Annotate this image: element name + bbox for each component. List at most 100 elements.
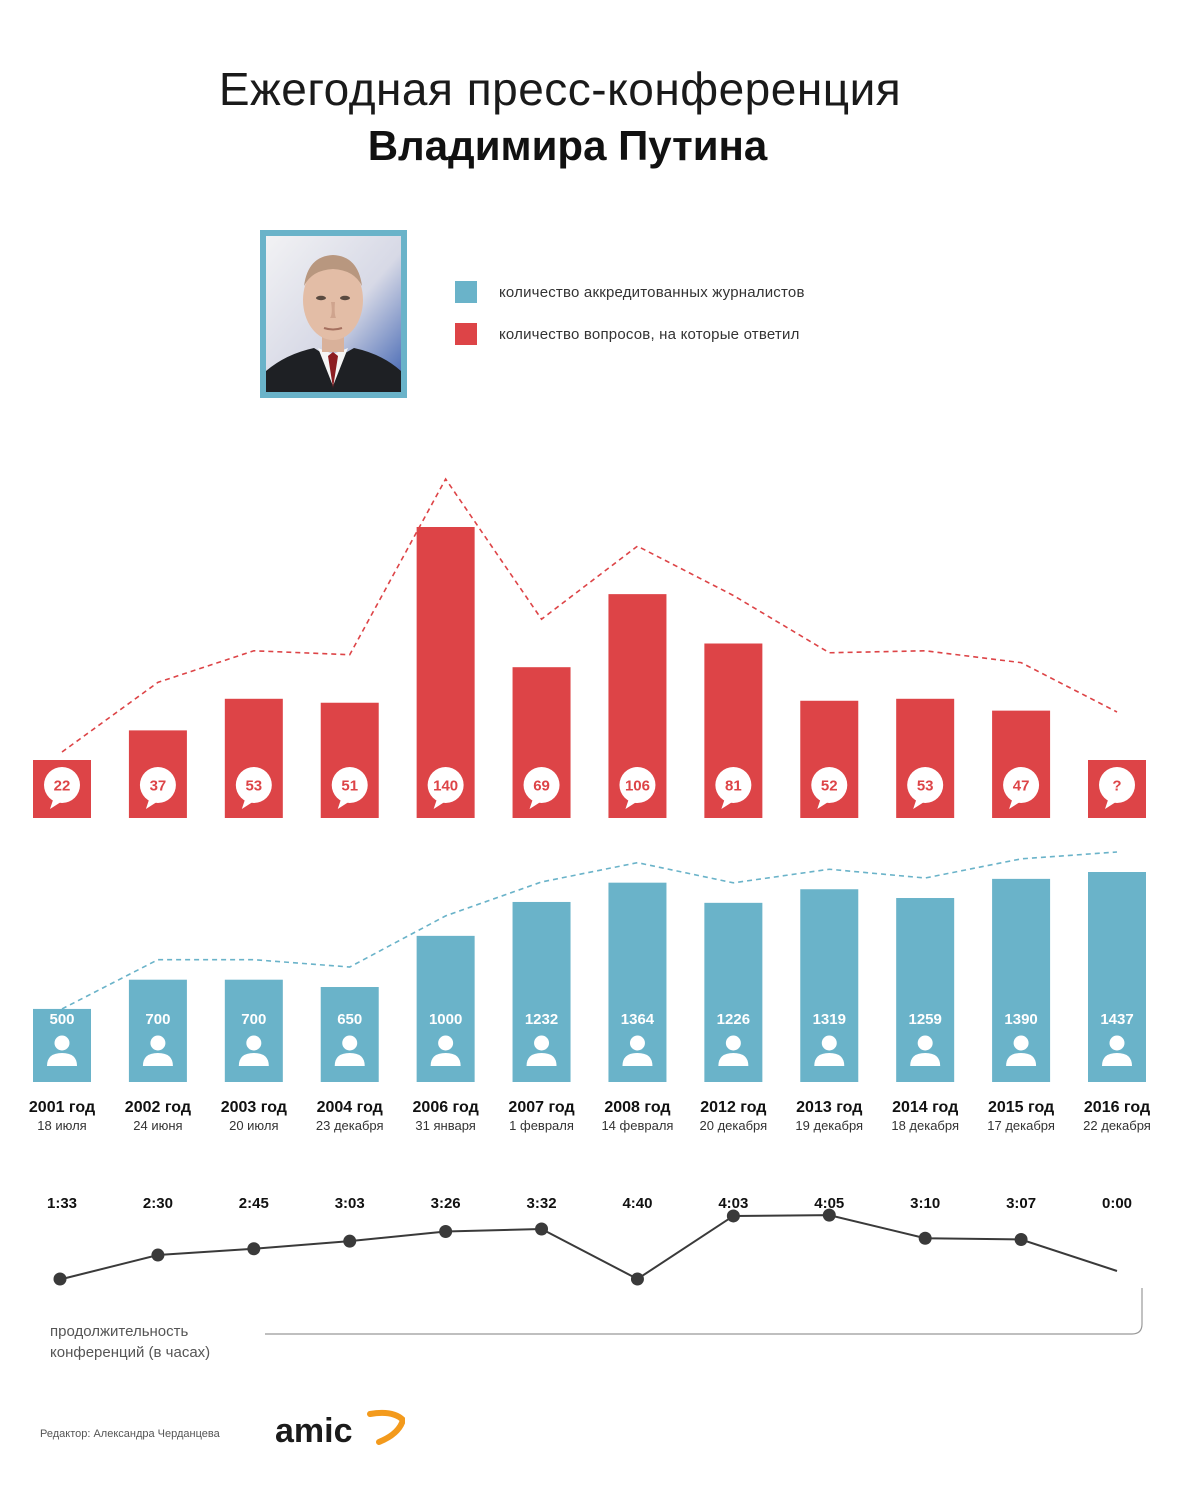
person-icon (54, 1035, 70, 1051)
person-icon-body (430, 1053, 461, 1066)
speech-bubble-tail (721, 797, 736, 809)
speech-bubble-icon (1003, 767, 1040, 803)
journalists-bar (320, 987, 379, 1082)
legend-label-questions: количество вопросов, на которые ответил (499, 325, 800, 343)
speech-bubble-tail (529, 797, 544, 809)
category-year-label: 2004 год (317, 1099, 383, 1116)
duration-value-label: 3:03 (335, 1195, 365, 1212)
category-year-label: 2003 год (221, 1099, 287, 1116)
speech-bubble-icon (427, 767, 464, 803)
questions-value-label: 53 (917, 778, 934, 795)
speech-bubble-icon (715, 767, 752, 803)
duration-caption-bracket (265, 1288, 1143, 1335)
questions-value-label: ? (1112, 778, 1121, 795)
journalists-trend-line (61, 851, 1118, 1010)
duration-value-label: 4:03 (718, 1195, 748, 1212)
duration-value-label: 3:10 (910, 1195, 940, 1212)
logo-text: amic (275, 1412, 353, 1448)
questions-value-label: 37 (150, 778, 167, 795)
person-icon-body (814, 1053, 845, 1066)
duration-line-chart: 1:33 2:30 2:45 3:03 3:26 3:32 4:40 4:03 4:05 3:10… (47, 1195, 1132, 1286)
person-icon-body (1102, 1053, 1132, 1066)
speech-bubble-tail (625, 797, 640, 809)
speech-bubble-icon (44, 767, 80, 803)
duration-value-label: 0:00 (1102, 1195, 1132, 1212)
category-date-label: 14 февраля (601, 1118, 673, 1133)
speech-bubble-tail (433, 797, 448, 809)
duration-value-label: 3:26 (431, 1195, 461, 1212)
journalists-bar (128, 979, 187, 1082)
duration-caption: продолжительность конференций (в часах) (50, 1288, 1143, 1361)
duration-value-label: 3:07 (1006, 1195, 1036, 1212)
questions-value-label: 22 (54, 778, 71, 795)
questions-value-label: 47 (1013, 778, 1030, 795)
person-icon-body (47, 1053, 77, 1066)
category-year-label: 2006 год (413, 1099, 479, 1116)
category-year-label: 2001 год (29, 1099, 95, 1116)
person-icon (1109, 1035, 1125, 1051)
speech-bubble-tail (913, 797, 928, 809)
person-icon-body (334, 1053, 365, 1066)
duration-point (822, 1208, 836, 1222)
duration-line (61, 1214, 1118, 1281)
speech-bubble-tail (1009, 797, 1024, 809)
journalists-value-label: 1000 (429, 1011, 462, 1028)
category-date-label: 31 января (415, 1118, 475, 1133)
journalists-value-label: 700 (145, 1011, 170, 1028)
person-icon (150, 1035, 166, 1051)
category-year-label: 2013 год (796, 1099, 862, 1116)
person-icon (246, 1035, 262, 1051)
speech-bubble-icon (139, 767, 176, 803)
duration-point (726, 1209, 740, 1223)
questions-value-label: 106 (625, 778, 650, 795)
journalists-value-label: 700 (241, 1011, 266, 1028)
person-icon (629, 1035, 645, 1051)
duration-point (53, 1272, 67, 1286)
category-year-label: 2002 год (125, 1099, 191, 1116)
speech-bubble-tail (241, 797, 256, 809)
duration-value-label: 3:32 (527, 1195, 557, 1212)
duration-point (151, 1248, 165, 1262)
category-date-label: 18 июля (37, 1118, 86, 1133)
journalists-value-label: 1390 (1004, 1011, 1037, 1028)
journalists-value-label: 1364 (621, 1011, 655, 1028)
category-date-label: 18 декабря (891, 1118, 959, 1133)
person-icon-body (622, 1053, 653, 1066)
speech-bubble-icon (619, 767, 656, 803)
category-year-label: 2015 год (988, 1099, 1054, 1116)
legend-item-journalists: количество аккредитованных журналистов (455, 281, 805, 303)
person-icon (725, 1035, 741, 1051)
speech-bubble-tail (50, 797, 64, 809)
person-icon-body (142, 1053, 173, 1066)
category-year-label: 2016 год (1084, 1099, 1150, 1116)
journalists-value-label: 1226 (717, 1011, 750, 1028)
legend-swatch-journalists (455, 281, 477, 303)
duration-point (535, 1222, 549, 1236)
journalists-value-label: 650 (337, 1011, 362, 1028)
category-labels: 2001 год 18 июля 2002 год 24 июня 2003 год 20… (29, 1099, 1151, 1133)
speech-bubble-tail (145, 797, 160, 809)
amic-logo-graphic: amic (275, 1409, 407, 1450)
questions-value-label: 52 (821, 778, 838, 795)
legend-item-questions: количество вопросов, на которые ответил (455, 323, 800, 345)
speech-bubble-icon (523, 767, 560, 803)
person-icon (1013, 1035, 1029, 1051)
speech-bubble-tail (1105, 797, 1119, 809)
duration-value-label: 2:45 (239, 1195, 269, 1212)
portrait-image (266, 236, 401, 392)
journalists-value-label: 1232 (525, 1011, 558, 1028)
category-date-label: 20 июля (229, 1118, 278, 1133)
person-icon-body (238, 1053, 269, 1066)
questions-trend-line (61, 477, 1118, 753)
duration-point (918, 1231, 932, 1245)
duration-point (630, 1272, 644, 1286)
person-icon (438, 1035, 454, 1051)
speech-bubble-icon (235, 767, 272, 803)
speech-bubble-icon (1099, 767, 1135, 803)
person-icon (534, 1035, 550, 1051)
journalists-bar (224, 979, 283, 1082)
journalists-value-label: 500 (49, 1011, 74, 1028)
journalists-bars: 500 700 700 650 1000 1232 1364 1226 1319 1259 1390… (33, 851, 1146, 1082)
duration-value-label: 1:33 (47, 1195, 77, 1212)
